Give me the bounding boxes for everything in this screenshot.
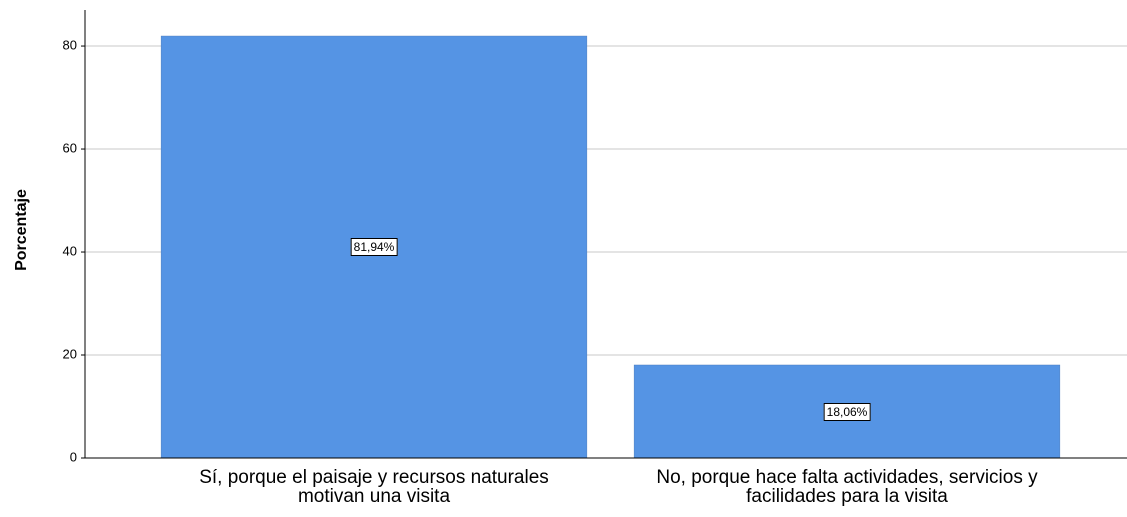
y-tick-label: 60 [63, 140, 77, 155]
x-tick-label: Sí, porque el paisaje y recursos natural… [199, 467, 549, 507]
data-label: 81,94% [350, 238, 398, 257]
y-tick-label: 0 [70, 449, 77, 464]
x-tick-label: No, porque hace falta actividades, servi… [656, 467, 1038, 507]
y-tick-label: 80 [63, 37, 77, 52]
y-tick-label: 40 [63, 243, 77, 258]
y-tick-label: 20 [63, 346, 77, 361]
y-axis-title: Porcentaje [13, 189, 30, 271]
data-label: 18,06% [823, 402, 871, 421]
